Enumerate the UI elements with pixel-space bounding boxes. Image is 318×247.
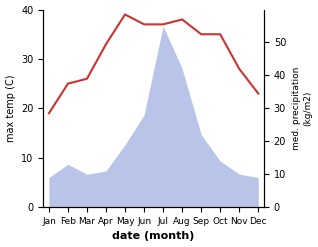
Y-axis label: med. precipitation
(kg/m2): med. precipitation (kg/m2)	[292, 67, 313, 150]
Y-axis label: max temp (C): max temp (C)	[5, 75, 16, 142]
X-axis label: date (month): date (month)	[112, 231, 195, 242]
